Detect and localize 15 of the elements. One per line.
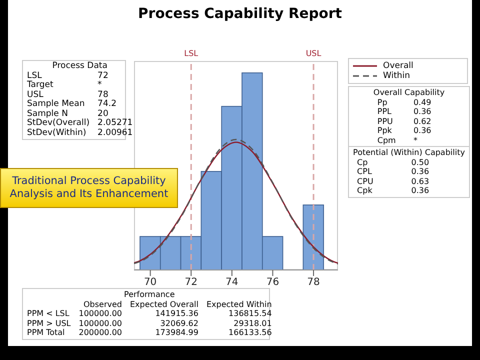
text: Potential (Within) Capability Cp 0.50 CPL 0.36 CPU 0.63 Cpk 0.36 — [353, 148, 465, 195]
legend-label: Within — [383, 71, 410, 81]
legend-label: Overall — [383, 61, 414, 71]
text: Overall Capability Pp 0.49 PPL 0.36 PPU 0.62 Ppk 0.36 Cpm * — [373, 88, 445, 144]
ref-line-label: USL — [306, 49, 322, 58]
annotation: Traditional Process Capability Analysis and Its Enhancement — [0, 168, 178, 208]
chart-title: Process Capability Report — [137, 6, 343, 22]
x-tick-label: 74 — [226, 277, 238, 288]
text: Performance Observed Expected Overall Expected Within PPM < LSL 100000.00 141915.36 136815.54 PPM > USL 100000.00 32069.62 29318.01 PPM Total 200000.00 173984.99 166133.56 — [27, 290, 272, 337]
ref-line-label: LSL — [184, 49, 199, 58]
x-tick-label: 76 — [266, 277, 280, 288]
x-tick-label: 70 — [144, 277, 157, 288]
text: Process Data LSL 72 Target * USL 78 Sample Mean 74.2 Sample N 20 StDev(Overall) 2.05271 StDev(Within) 2.00961 — [27, 61, 133, 138]
x-tick-label: 72 — [184, 277, 198, 288]
x-tick-label: 78 — [307, 277, 320, 288]
